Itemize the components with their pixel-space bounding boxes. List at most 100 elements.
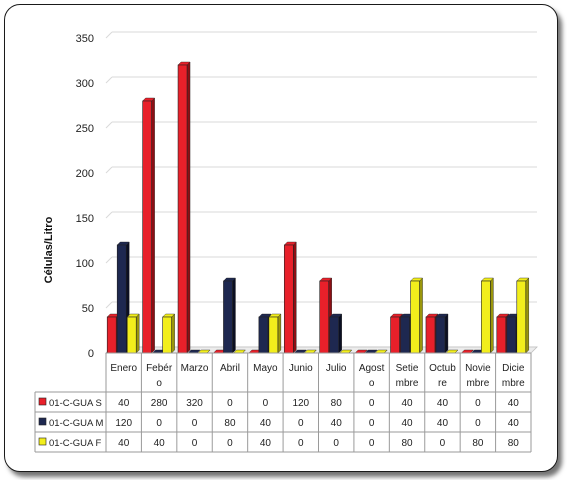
bar-2-8 [410, 280, 420, 354]
data-label: 80 [508, 438, 520, 449]
bar-0-2 [177, 64, 188, 354]
bar-side [419, 277, 423, 354]
data-label: 0 [263, 398, 269, 409]
bar-1-9 [435, 316, 446, 354]
x-tick-label: Enero [110, 363, 137, 374]
bar-side [136, 313, 140, 354]
data-label: 0 [156, 418, 162, 429]
bar-1-8 [400, 316, 410, 354]
data-label: 40 [260, 418, 272, 429]
data-label: 40 [401, 398, 413, 409]
x-tick-label: Setie [396, 363, 419, 374]
x-tick-label: mbre [396, 378, 419, 389]
x-tick-label: Novie [465, 363, 491, 374]
y-tick-label: 100 [76, 258, 94, 270]
y-tick-label: 350 [76, 33, 94, 45]
bar-0-5 [283, 244, 294, 354]
bar-1-11 [506, 316, 517, 354]
data-label: 40 [118, 398, 130, 409]
legend-key-0 [38, 397, 47, 406]
data-label: 40 [437, 418, 449, 429]
x-tick-label: Octub [429, 363, 456, 374]
x-tick-label: re [438, 378, 447, 389]
x-tick-label: Mayo [253, 363, 278, 374]
data-label: 40 [154, 438, 166, 449]
data-label: 0 [227, 398, 233, 409]
y-tick-label: 250 [76, 123, 94, 135]
x-tick-label: Febér [146, 363, 173, 374]
data-label: 0 [298, 438, 304, 449]
data-label: 40 [508, 398, 520, 409]
data-label: 320 [186, 398, 203, 409]
y-tick-label: 0 [88, 348, 94, 360]
bar-side [444, 313, 449, 354]
bar-side [338, 313, 342, 354]
bar-0-6 [319, 280, 330, 354]
legend-key-2 [38, 437, 47, 446]
bar-side [293, 241, 297, 354]
data-label: 0 [369, 418, 375, 429]
gridline-side [105, 301, 113, 309]
data-label: 80 [401, 438, 413, 449]
x-tick-label: o [369, 378, 375, 389]
data-label: 40 [331, 418, 343, 429]
gridline-side [105, 256, 113, 264]
bar-2-11 [516, 280, 527, 354]
data-label: 0 [369, 398, 375, 409]
bar-0-8 [390, 316, 400, 354]
y-tick-label: 200 [76, 168, 94, 180]
gridline-side [105, 31, 113, 39]
bar-2-4 [268, 316, 279, 354]
bar-1-4 [258, 316, 269, 354]
bar-side [525, 277, 529, 354]
bar-1-6 [329, 316, 340, 354]
data-label: 0 [192, 438, 198, 449]
y-tick-label: 300 [76, 78, 94, 90]
y-axis-label: Células/Litro [43, 216, 55, 283]
data-label: 280 [151, 398, 168, 409]
x-tick-label: Marzo [181, 363, 209, 374]
legend-entry: 01-C-GUA M [49, 418, 103, 429]
legend-entry: 01-C-GUA F [49, 438, 101, 449]
bar-0-9 [425, 316, 436, 354]
gridline-side [105, 211, 113, 219]
bar-0-1 [142, 100, 152, 354]
bar-0-11 [496, 316, 507, 354]
bar-side [171, 313, 175, 354]
bar-side [151, 97, 155, 354]
data-label: 120 [115, 418, 132, 429]
gridline-side [105, 166, 113, 174]
x-tick-label: Dicie [502, 363, 525, 374]
data-label: 40 [401, 418, 413, 429]
bar-side [277, 313, 282, 354]
gridline-side [105, 76, 113, 84]
legend-key-1 [38, 417, 47, 426]
data-label: 0 [298, 418, 304, 429]
x-tick-label: Julio [326, 363, 347, 374]
bar-1-3 [223, 280, 233, 354]
x-tick-label: Abril [220, 363, 240, 374]
x-tick-label: o [156, 378, 162, 389]
bar-1-0 [116, 244, 127, 354]
data-label: 0 [475, 418, 481, 429]
data-label: 40 [118, 438, 130, 449]
data-label: 0 [369, 438, 375, 449]
legend-entry: 01-C-GUA S [49, 398, 102, 409]
x-tick-label: Junio [289, 363, 313, 374]
bar-2-1 [162, 316, 172, 354]
data-label: 0 [227, 438, 233, 449]
x-tick-label: mbre [502, 378, 525, 389]
data-label: 40 [260, 438, 272, 449]
data-label: 120 [292, 398, 309, 409]
bar-side [232, 277, 236, 354]
bar-0-0 [106, 316, 117, 354]
gridline-side [105, 121, 113, 129]
data-label: 0 [440, 438, 446, 449]
x-tick-label: Agost [359, 363, 385, 374]
y-tick-label: 150 [76, 213, 94, 225]
data-label: 80 [224, 418, 236, 429]
data-label: 0 [475, 398, 481, 409]
data-label: 40 [508, 418, 520, 429]
chart-frame [4, 4, 558, 472]
